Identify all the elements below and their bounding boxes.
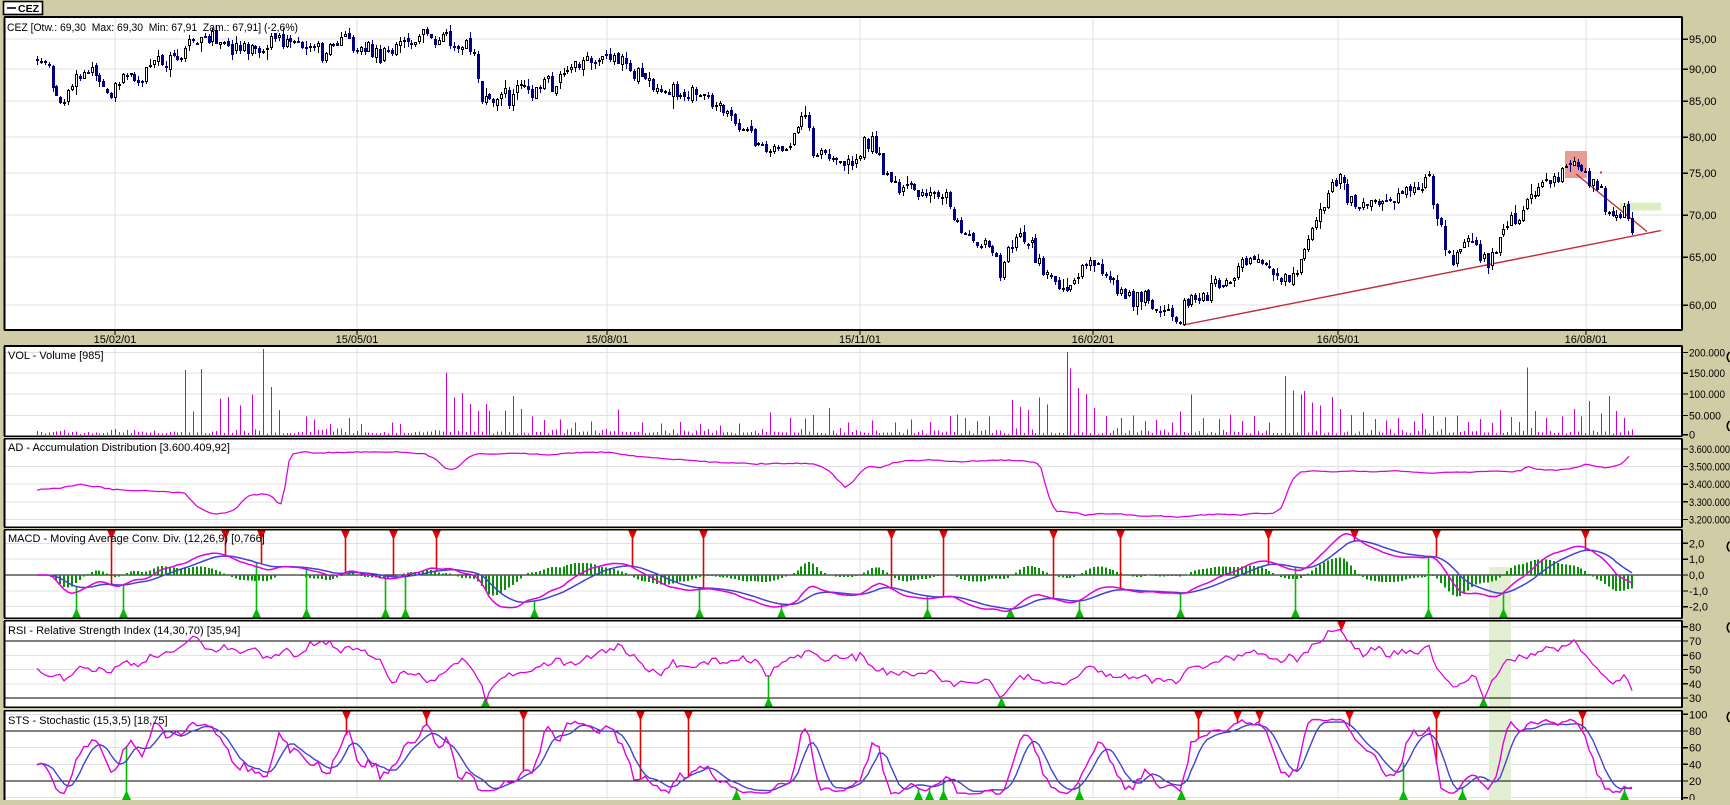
svg-text:0: 0 — [1689, 430, 1695, 442]
svg-text:2,0: 2,0 — [1689, 538, 1704, 550]
svg-text:3.200.000: 3.200.000 — [1689, 514, 1730, 526]
svg-text:3.600.000: 3.600.000 — [1689, 444, 1730, 456]
svg-text:3.300.000: 3.300.000 — [1689, 497, 1730, 509]
svg-text:15/02/01: 15/02/01 — [94, 334, 137, 346]
svg-text:20: 20 — [1689, 776, 1701, 788]
svg-text:75,00: 75,00 — [1689, 168, 1717, 180]
svg-text:70: 70 — [1689, 636, 1701, 648]
svg-text:60,00: 60,00 — [1689, 300, 1717, 312]
svg-text:15/08/01: 15/08/01 — [586, 334, 629, 346]
svg-text:65,00: 65,00 — [1689, 252, 1717, 264]
svg-text:80,00: 80,00 — [1689, 132, 1717, 144]
svg-text:85,00: 85,00 — [1689, 96, 1717, 108]
svg-text:3.500.000: 3.500.000 — [1689, 462, 1730, 474]
svg-text:40: 40 — [1689, 679, 1701, 691]
svg-text:70,00: 70,00 — [1689, 210, 1717, 222]
svg-text:-2,0: -2,0 — [1689, 602, 1708, 614]
svg-text:15/05/01: 15/05/01 — [336, 334, 379, 346]
svg-text:16/02/01: 16/02/01 — [1072, 334, 1115, 346]
svg-text:90,00: 90,00 — [1689, 64, 1717, 76]
svg-text:40: 40 — [1689, 759, 1701, 771]
svg-text:15/11/01: 15/11/01 — [839, 334, 881, 346]
svg-text:AD - Accumulation Distribution: AD - Accumulation Distribution [3.600.40… — [8, 442, 230, 454]
svg-text:3.400.000: 3.400.000 — [1689, 479, 1730, 491]
svg-text:0: 0 — [1689, 793, 1695, 800]
svg-text:16/08/01: 16/08/01 — [1565, 334, 1608, 346]
svg-text:CEZ [Otw.: 69,30 Max: 69,30: CEZ [Otw.: 69,30 Max: 69,30 Min: 67,91 Z… — [7, 22, 298, 34]
svg-text:60: 60 — [1689, 650, 1701, 662]
svg-text:60: 60 — [1689, 743, 1701, 755]
svg-text:95,00: 95,00 — [1689, 34, 1717, 46]
svg-text:80: 80 — [1689, 622, 1701, 634]
svg-text:50.000: 50.000 — [1689, 410, 1721, 422]
svg-text:80: 80 — [1689, 726, 1701, 738]
svg-text:0,0: 0,0 — [1689, 570, 1704, 582]
svg-text:-1,0: -1,0 — [1689, 586, 1708, 598]
svg-text:200.000: 200.000 — [1689, 347, 1725, 359]
svg-text:CEZ: CEZ — [18, 3, 40, 15]
svg-text:MACD - Moving Average Conv. Di: MACD - Moving Average Conv. Div. (12,26,… — [8, 533, 265, 545]
svg-text:30: 30 — [1689, 693, 1701, 705]
svg-text:50: 50 — [1689, 665, 1701, 677]
svg-text:RSI - Relative Strength Index: RSI - Relative Strength Index (14,30,70)… — [8, 625, 240, 637]
svg-text:150.000: 150.000 — [1689, 368, 1725, 380]
svg-text:1,0: 1,0 — [1689, 554, 1704, 566]
svg-text:100.000: 100.000 — [1689, 389, 1725, 401]
svg-text:16/05/01: 16/05/01 — [1317, 334, 1360, 346]
svg-text:VOL - Volume [985]: VOL - Volume [985] — [8, 350, 104, 362]
svg-text:STS - Stochastic (15,3,5) [18,: STS - Stochastic (15,3,5) [18,75] — [8, 715, 168, 727]
svg-text:100: 100 — [1689, 709, 1707, 721]
